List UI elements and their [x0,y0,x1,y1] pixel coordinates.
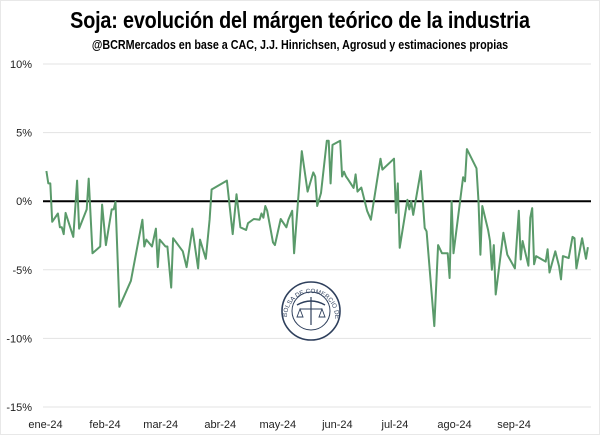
x-tick-label: mar-24 [143,419,178,431]
bcr-seal-watermark: BOLSA DE COMERCIO DE ROSARIO [1,1,341,341]
x-tick-label: abr-24 [204,419,236,431]
x-tick-label: feb-24 [89,419,120,431]
y-tick-label: -15% [6,402,32,414]
chart-subtitle: @BCRMercados en base a CAC, J.J. Hinrich… [91,38,509,52]
x-tick-label: jul-24 [381,419,409,431]
x-tick-label: ene-24 [28,419,62,431]
y-tick-label: 0% [16,196,32,208]
x-tick-label: jun-24 [321,419,353,431]
series-line [45,139,589,328]
y-tick-label: 5% [16,128,32,140]
x-tick-label: ago-24 [437,419,471,431]
y-tick-label: 10% [10,59,32,71]
chart-title: Soja: evolución del márgen teórico de la… [70,7,530,33]
x-tick-label: may-24 [259,419,296,431]
y-tick-label: -5% [12,265,32,277]
x-tick-label: sep-24 [497,419,531,431]
y-tick-label: -10% [6,333,32,345]
